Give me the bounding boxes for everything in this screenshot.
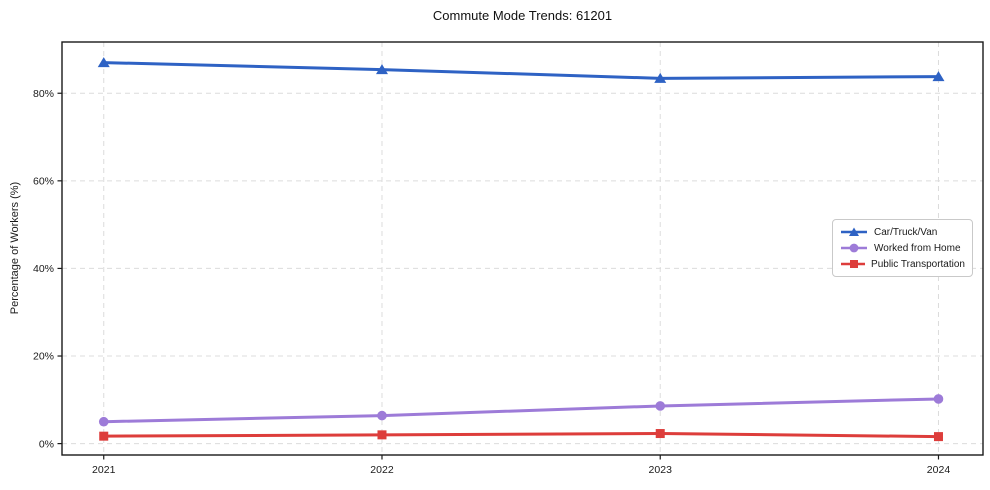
legend-item: Car/Truck/Van (840, 226, 965, 238)
triangle-marker (375, 64, 388, 75)
legend-item: Public Transportation (840, 258, 965, 270)
legend: Car/Truck/Van Worked from Home Public Tran… (832, 219, 973, 277)
circle-marker (98, 416, 109, 427)
y-tick-label: 40% (33, 263, 54, 275)
y-tick-label: 60% (33, 176, 54, 188)
triangle-legend-sample-icon (841, 227, 867, 236)
x-tick-label: 2023 (649, 464, 673, 476)
series-line-triangle (103, 61, 939, 80)
y-tick-label: 80% (33, 88, 54, 100)
y-tick-label: 20% (33, 351, 54, 363)
plot-border (61, 41, 984, 456)
x-tick-label: 2024 (927, 464, 951, 476)
square-marker (933, 432, 943, 442)
triangle-marker (654, 72, 667, 83)
circle-marker (655, 401, 666, 411)
x-tick-label: 2021 (92, 464, 116, 476)
square-marker (99, 431, 109, 441)
triangle-marker (932, 71, 945, 82)
series-line-circle (103, 397, 939, 424)
circle-marker (933, 394, 944, 404)
legend-label: Public Transportation (871, 258, 965, 270)
y-tick-label: 0% (39, 438, 54, 450)
square-marker (655, 429, 665, 439)
legend-label: Car/Truck/Van (874, 226, 938, 238)
triangle-marker (97, 57, 110, 68)
x-tick-label: 2022 (370, 464, 394, 476)
circle-marker (377, 410, 387, 421)
series-line-square (103, 432, 939, 439)
legend-item: Worked from Home (840, 242, 965, 254)
chart-title: Commute Mode Trends: 61201 (432, 8, 613, 23)
legend-label: Worked from Home (874, 242, 961, 254)
circle-legend-sample-icon (841, 243, 867, 253)
square-marker (377, 430, 387, 440)
square-legend-sample-icon (841, 260, 866, 268)
